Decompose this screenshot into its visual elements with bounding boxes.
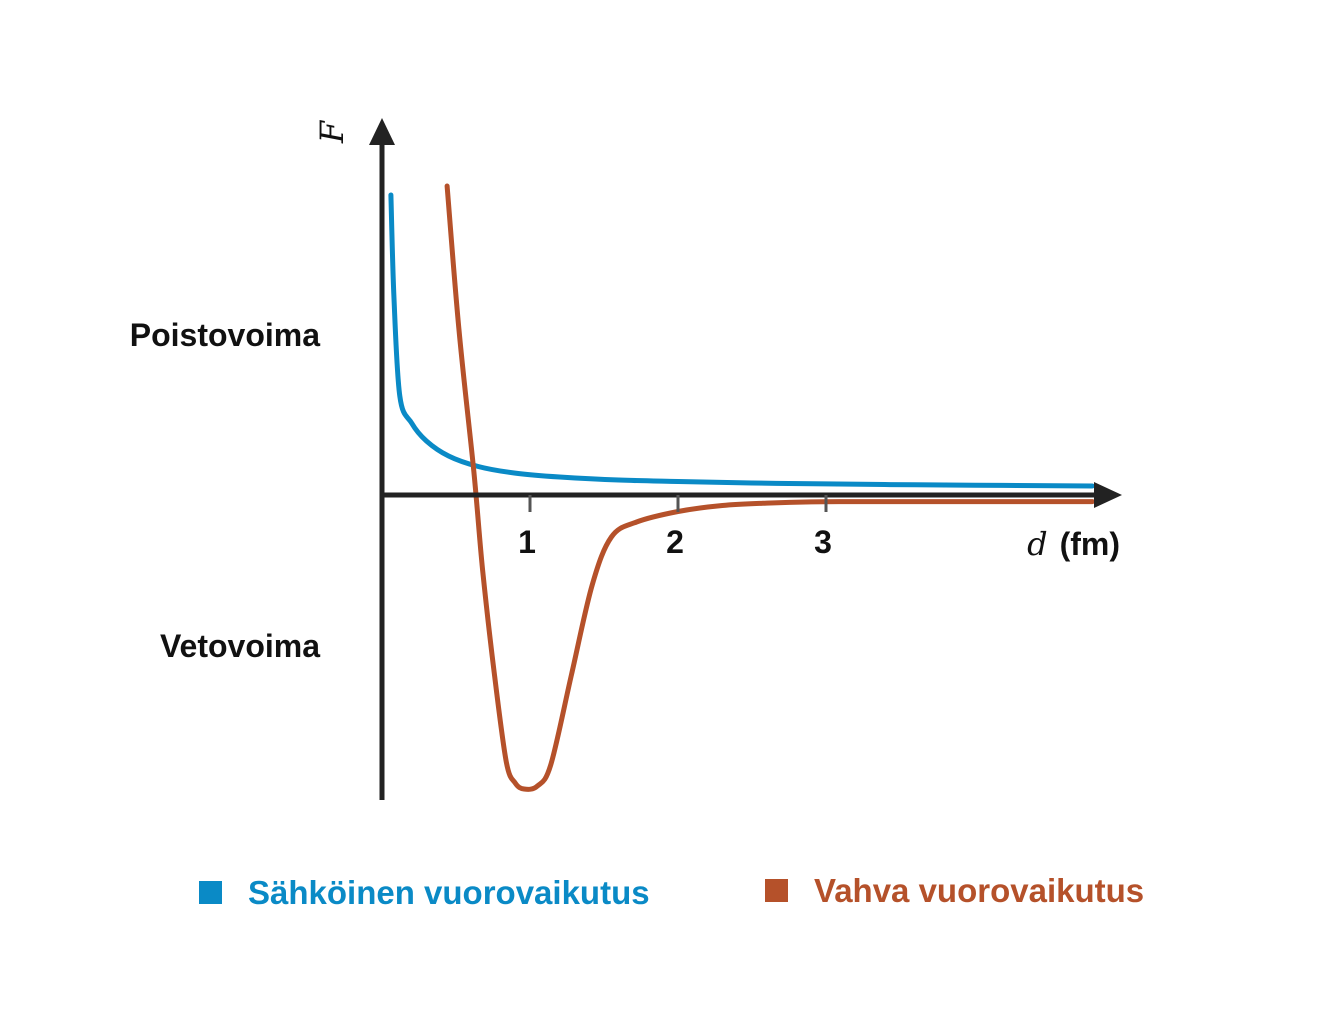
x-axis-label: d (fm): [1027, 525, 1120, 563]
y-axis-arrow-icon: [369, 118, 395, 145]
series-layer: [388, 183, 1095, 792]
electric-interaction-line: [388, 192, 1095, 489]
x-tick-label: 1: [518, 524, 536, 560]
x-axis-arrow-icon: [1094, 482, 1122, 508]
legend-swatch-electric: [199, 881, 222, 904]
repulsion-label: Poistovoima: [130, 317, 320, 353]
legend-label-strong: Vahva vuorovaikutus: [814, 872, 1144, 909]
x-axis-unit: (fm): [1060, 526, 1120, 562]
x-axis-variable: d: [1027, 525, 1047, 563]
strong-interaction-line: [444, 183, 1095, 792]
x-tick-label: 2: [666, 524, 684, 560]
legend: Sähköinen vuorovaikutus Vahva vuorovaiku…: [199, 872, 1144, 911]
attraction-label: Vetovoima: [160, 628, 320, 664]
legend-label-electric: Sähköinen vuorovaikutus: [248, 874, 650, 911]
x-ticks: 1 2 3: [518, 495, 832, 560]
y-axis-label: F: [313, 119, 351, 144]
x-tick-label: 3: [814, 524, 832, 560]
legend-swatch-strong: [765, 879, 788, 902]
